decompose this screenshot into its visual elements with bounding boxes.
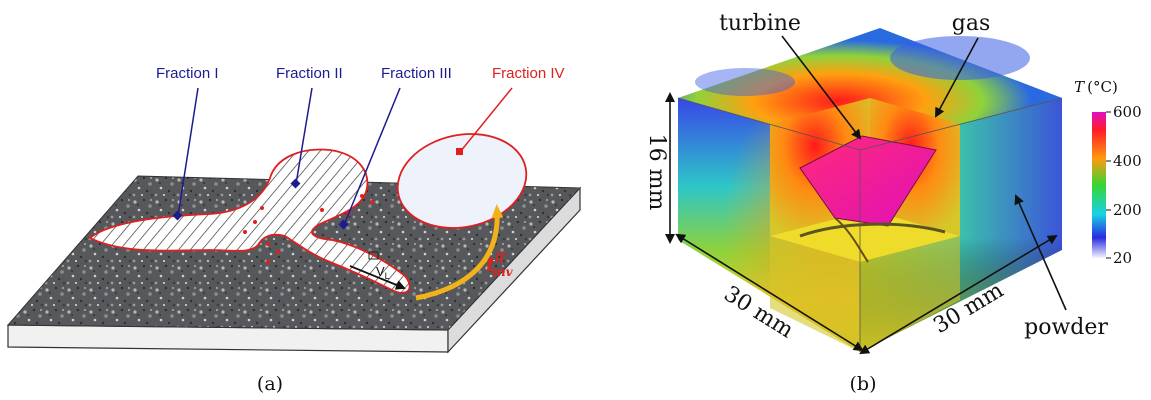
panel-b-caption: (b) — [850, 373, 877, 395]
panel-a: VL tlf mv Fraction I Fraction II Fraction… — [6, 65, 582, 395]
colorbar-title: T (°C) — [1074, 78, 1118, 96]
transfer-arrow — [415, 204, 504, 301]
cube-top-face — [678, 28, 1062, 150]
panel-b: 16 mm 30 mm 30 mm turbine gas powder T (°… — [644, 11, 1142, 395]
colorbar-tick-200: 200 — [1113, 201, 1142, 219]
turbine-base-arc — [799, 222, 946, 238]
time-label: tlf mv — [486, 250, 514, 279]
turbine-label: turbine — [719, 11, 801, 36]
panel-a-caption: (a) — [257, 373, 283, 395]
velocity-arrow — [349, 265, 406, 290]
turbine-blade — [799, 135, 937, 227]
powder-label: powder — [1024, 315, 1108, 340]
colorbar-tick-600: 600 — [1113, 103, 1142, 121]
depth-dimension — [675, 233, 864, 352]
colorbar-tick-20: 20 — [1113, 249, 1132, 267]
fraction-i-iii-region — [88, 148, 411, 294]
fraction-ii-label: Fraction II — [276, 65, 343, 82]
powder-pointer — [1014, 194, 1067, 311]
colorbar-tick-400: 400 — [1113, 152, 1142, 170]
velocity-label: VL — [376, 264, 390, 281]
colorbar: T (°C) 600 400 200 20 — [1074, 78, 1141, 267]
boundary-markers — [243, 194, 374, 264]
fraction-leaders — [172, 87, 513, 230]
gas-pointer — [935, 37, 979, 118]
turbine-pointer — [781, 35, 862, 140]
velocity-glyph — [368, 251, 379, 260]
colorbar-scale — [1092, 112, 1106, 258]
width-dimension — [859, 234, 1058, 355]
fraction-i-label: Fraction I — [156, 65, 219, 82]
height-label: 16 mm — [644, 134, 669, 211]
fraction-iv-label: Fraction IV — [492, 65, 565, 82]
fraction-iii-label: Fraction III — [381, 65, 452, 82]
gas-label: gas — [952, 11, 991, 36]
